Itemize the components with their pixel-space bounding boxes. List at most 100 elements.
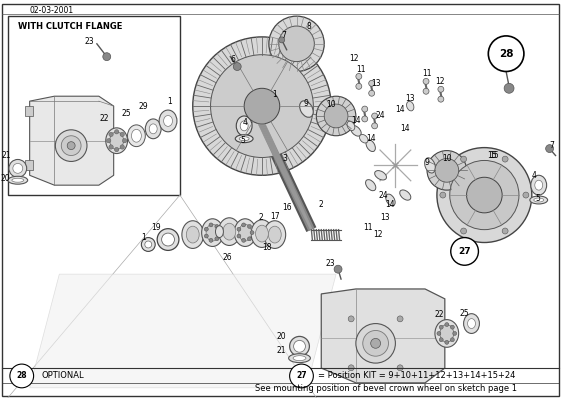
Text: 13: 13	[406, 94, 415, 103]
Text: 2: 2	[258, 213, 264, 222]
Text: 25: 25	[460, 309, 469, 318]
Circle shape	[523, 192, 529, 198]
Ellipse shape	[186, 226, 199, 243]
Circle shape	[440, 192, 446, 198]
Ellipse shape	[127, 125, 145, 147]
Ellipse shape	[145, 241, 152, 248]
Bar	[25, 160, 32, 170]
Ellipse shape	[356, 324, 395, 363]
Ellipse shape	[294, 340, 306, 352]
Ellipse shape	[347, 121, 355, 130]
Text: 4: 4	[243, 118, 248, 127]
Circle shape	[439, 338, 443, 342]
Circle shape	[438, 86, 444, 92]
Circle shape	[204, 234, 208, 238]
Ellipse shape	[268, 226, 281, 243]
Text: 10: 10	[442, 154, 452, 163]
Circle shape	[290, 364, 314, 388]
Ellipse shape	[251, 220, 273, 248]
Text: 14: 14	[366, 134, 375, 143]
Text: 5: 5	[535, 194, 540, 202]
Circle shape	[502, 228, 508, 234]
Ellipse shape	[8, 176, 28, 184]
Text: 3: 3	[282, 154, 287, 163]
Circle shape	[211, 55, 314, 158]
Circle shape	[233, 62, 241, 70]
Text: 9: 9	[304, 99, 309, 108]
Circle shape	[324, 104, 348, 128]
Ellipse shape	[534, 198, 544, 202]
Ellipse shape	[240, 121, 248, 131]
Text: 24: 24	[376, 112, 385, 120]
Ellipse shape	[350, 126, 361, 136]
Text: 1: 1	[141, 233, 146, 242]
Ellipse shape	[215, 226, 223, 238]
Text: WITH CLUTCH FLANGE: WITH CLUTCH FLANGE	[18, 22, 122, 30]
Text: 28: 28	[499, 49, 513, 59]
Circle shape	[241, 238, 245, 242]
Ellipse shape	[202, 219, 223, 246]
Polygon shape	[321, 289, 445, 383]
Circle shape	[316, 96, 356, 136]
Ellipse shape	[236, 116, 252, 136]
Circle shape	[356, 74, 362, 80]
Ellipse shape	[145, 119, 161, 139]
Ellipse shape	[239, 224, 252, 241]
Circle shape	[423, 78, 429, 84]
Circle shape	[109, 145, 113, 149]
Circle shape	[248, 224, 252, 228]
Text: 12: 12	[349, 54, 358, 63]
Circle shape	[362, 116, 367, 122]
Ellipse shape	[162, 233, 174, 246]
Ellipse shape	[234, 219, 256, 246]
Bar	[8, 16, 180, 195]
Text: 7: 7	[281, 32, 286, 40]
Circle shape	[466, 177, 502, 213]
Text: 11: 11	[422, 69, 432, 78]
Ellipse shape	[425, 158, 435, 173]
Text: 25: 25	[122, 108, 131, 118]
Circle shape	[437, 332, 441, 336]
Ellipse shape	[289, 354, 310, 363]
Circle shape	[504, 83, 514, 93]
Text: 27: 27	[458, 247, 471, 256]
Ellipse shape	[400, 190, 411, 200]
Text: 21: 21	[277, 346, 286, 355]
Circle shape	[369, 90, 375, 96]
Ellipse shape	[467, 319, 475, 328]
Ellipse shape	[366, 140, 375, 152]
Text: 22: 22	[434, 310, 444, 319]
Ellipse shape	[264, 221, 286, 248]
Ellipse shape	[366, 180, 376, 191]
Text: 23: 23	[84, 37, 94, 46]
Circle shape	[450, 160, 519, 230]
Text: 23: 23	[325, 259, 335, 268]
Text: 14: 14	[386, 200, 395, 210]
Ellipse shape	[131, 129, 141, 142]
Text: 19: 19	[151, 223, 161, 232]
Circle shape	[461, 228, 466, 234]
Circle shape	[204, 227, 208, 231]
Circle shape	[397, 365, 403, 371]
Circle shape	[371, 113, 378, 119]
Ellipse shape	[235, 135, 253, 143]
Ellipse shape	[535, 180, 542, 190]
Ellipse shape	[290, 336, 310, 356]
Ellipse shape	[182, 221, 204, 248]
Circle shape	[248, 237, 252, 241]
Text: 16: 16	[282, 204, 291, 212]
Circle shape	[362, 106, 367, 112]
Ellipse shape	[55, 130, 87, 162]
Circle shape	[334, 265, 342, 273]
Circle shape	[437, 148, 532, 242]
Text: 21: 21	[1, 151, 11, 160]
Circle shape	[445, 322, 449, 326]
Circle shape	[215, 237, 219, 241]
Ellipse shape	[463, 314, 479, 334]
Circle shape	[371, 123, 378, 129]
Bar	[25, 106, 32, 116]
Circle shape	[10, 364, 34, 388]
Ellipse shape	[386, 194, 395, 206]
Polygon shape	[30, 274, 336, 388]
Ellipse shape	[164, 116, 173, 126]
